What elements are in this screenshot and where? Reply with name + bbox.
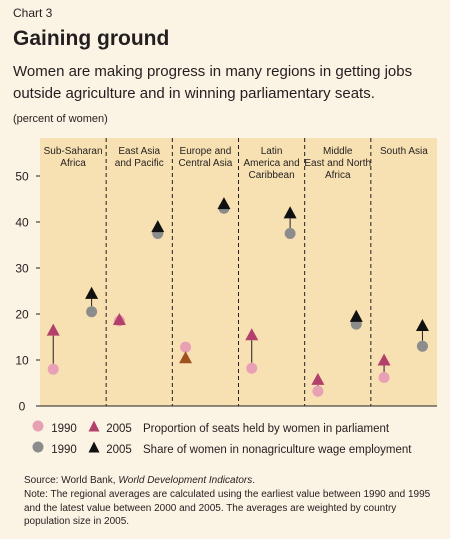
wage-1990-point bbox=[416, 340, 428, 352]
source-suffix: . bbox=[252, 475, 256, 486]
legend-year-1990: 1990 bbox=[51, 423, 77, 435]
region-label: Middle bbox=[323, 146, 353, 157]
y-tick-label: 10 bbox=[15, 354, 29, 368]
parliament-2005-point bbox=[311, 372, 325, 385]
parliament-2005-point bbox=[377, 353, 391, 366]
chart-subtitle: Women are making progress in many region… bbox=[13, 63, 413, 102]
parliament-1990-point bbox=[47, 363, 59, 375]
wage-1990-point bbox=[86, 306, 98, 318]
parliament-2005-point bbox=[112, 313, 126, 326]
wage-2005-point bbox=[349, 309, 363, 322]
note-text: Note: The regional averages are calculat… bbox=[24, 489, 431, 527]
region-label: Africa bbox=[60, 158, 86, 169]
region-label: Central Asia bbox=[178, 158, 232, 169]
wage-2005-point bbox=[283, 206, 297, 219]
region-label: East and North bbox=[304, 158, 371, 169]
region-label: Europe and bbox=[180, 146, 232, 157]
region-label: America and bbox=[244, 158, 300, 169]
region-label: and Pacific bbox=[115, 158, 164, 169]
region-label: East Asia bbox=[118, 146, 160, 157]
legend-triangle-icon bbox=[88, 441, 100, 459]
region-label: Latin bbox=[261, 146, 283, 157]
region-label: Africa bbox=[325, 170, 351, 181]
y-tick-label: 0 bbox=[19, 400, 26, 414]
source-line: Source: World Bank, World Development In… bbox=[24, 474, 434, 488]
legend-year-2005: 2005 bbox=[106, 444, 132, 456]
parliament-2005-point bbox=[179, 351, 193, 364]
parliament-1990-point bbox=[180, 341, 192, 353]
parliament-1990-point bbox=[246, 362, 258, 374]
y-axis-unit: (percent of women) bbox=[13, 113, 108, 125]
region-label: Caribbean bbox=[249, 170, 295, 181]
wage-1990-point bbox=[284, 228, 296, 239]
y-tick-label: 50 bbox=[15, 170, 29, 184]
parliament-2005-point bbox=[245, 328, 259, 341]
wage-2005-point bbox=[217, 197, 231, 210]
wage-2005-point bbox=[151, 220, 165, 233]
region-label: Sub-Saharan bbox=[44, 146, 103, 157]
parliament-1990-point bbox=[378, 371, 390, 383]
wage-2005-point bbox=[415, 319, 429, 332]
legend-circle-icon bbox=[32, 420, 44, 438]
source-title: World Development Indicators bbox=[118, 475, 253, 486]
legend-triangle-icon bbox=[88, 420, 100, 438]
y-tick-label: 30 bbox=[15, 262, 29, 276]
wage-2005-point bbox=[85, 286, 99, 299]
parliament-2005-point bbox=[46, 323, 60, 336]
legend-circle-icon bbox=[32, 441, 44, 459]
chart-label: Chart 3 bbox=[13, 6, 53, 20]
source-prefix: Source: World Bank, bbox=[24, 475, 119, 486]
y-tick-label: 20 bbox=[15, 308, 29, 322]
legend-year-1990: 1990 bbox=[51, 444, 77, 456]
chart-title: Gaining ground bbox=[13, 27, 170, 50]
y-tick-label: 40 bbox=[15, 216, 29, 230]
legend-year-2005: 2005 bbox=[106, 423, 132, 435]
region-label: South Asia bbox=[380, 146, 428, 157]
legend-parliament-text: Proportion of seats held by women in par… bbox=[143, 423, 390, 435]
parliament-1990-point bbox=[312, 385, 324, 397]
legend-wage: 1990 2005 Share of women in nonagricultu… bbox=[32, 441, 411, 459]
legend-parliament: 1990 2005 Proportion of seats held by wo… bbox=[32, 420, 389, 438]
legend-wage-text: Share of women in nonagriculture wage em… bbox=[143, 444, 412, 456]
